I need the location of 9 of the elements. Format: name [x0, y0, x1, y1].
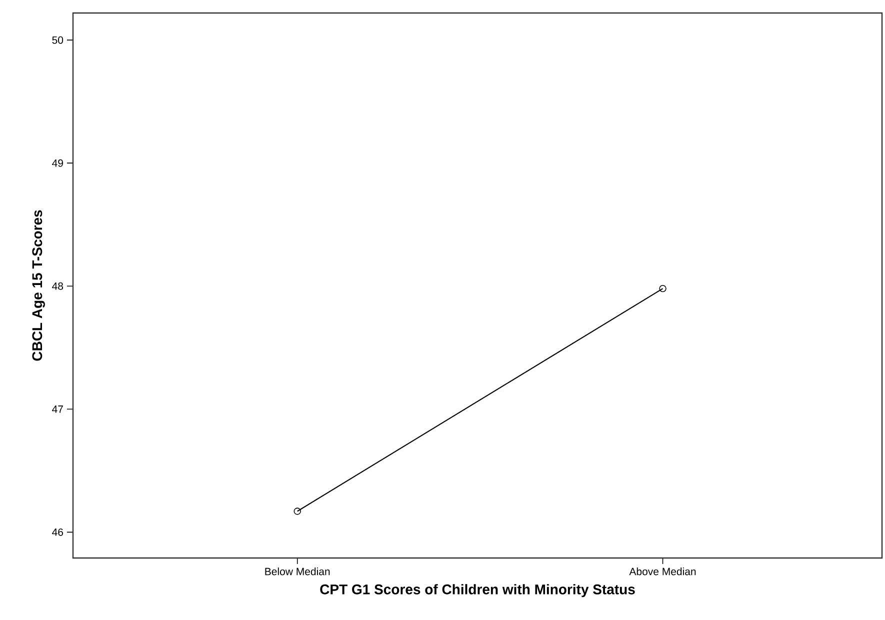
y-tick-label: 46 [52, 528, 64, 536]
y-axis-title: CBCL Age 15 T-Scores [32, 210, 45, 361]
y-tick-label: 48 [52, 282, 64, 290]
x-axis-title: CPT G1 Scores of Children with Minority Status [320, 584, 635, 598]
x-tick-label: Below Median [265, 568, 330, 576]
y-tick-label: 47 [52, 406, 63, 413]
x-tick-label: Above Median [629, 568, 696, 576]
y-tick-label: 50 [52, 36, 64, 44]
y-tick-label: 49 [52, 159, 63, 167]
